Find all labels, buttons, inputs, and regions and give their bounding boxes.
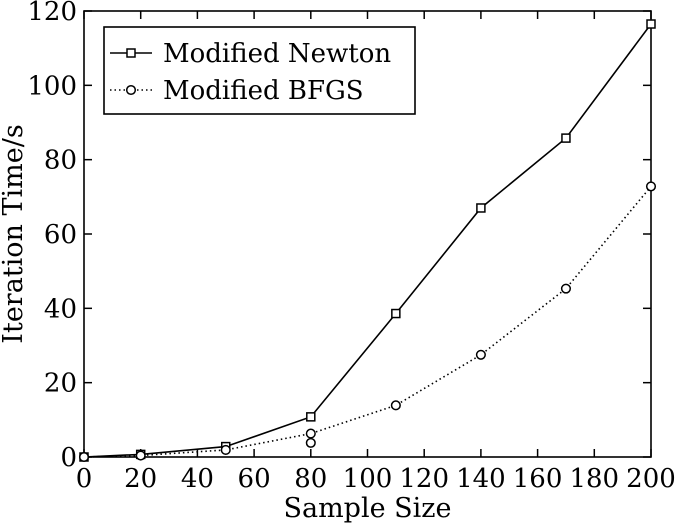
x-tick-label: 160 bbox=[513, 464, 563, 494]
data-point-modified-bfgs bbox=[560, 283, 572, 294]
data-point-modified-newton bbox=[306, 412, 316, 422]
data-point-modified-newton bbox=[646, 19, 656, 29]
legend-circle-marker-icon bbox=[125, 84, 137, 96]
data-point-modified-newton bbox=[561, 133, 571, 143]
data-point-modified-bfgs bbox=[220, 444, 231, 455]
y-axis-title: Iteration Time/s bbox=[0, 124, 29, 343]
data-point-modified-bfgs bbox=[390, 400, 401, 411]
x-tick-label: 0 bbox=[76, 464, 93, 494]
data-point-modified-bfgs bbox=[645, 181, 657, 192]
legend-box bbox=[103, 26, 416, 115]
data-point-modified-newton bbox=[476, 203, 486, 213]
y-tick-label: 120 bbox=[27, 0, 77, 27]
legend-label-modified-newton: Modified Newton bbox=[163, 39, 391, 69]
x-tick-label: 80 bbox=[294, 464, 327, 494]
data-point-modified-bfgs bbox=[135, 450, 146, 461]
x-tick-label: 200 bbox=[626, 464, 675, 494]
x-tick-label: 120 bbox=[399, 464, 449, 494]
y-tick-label: 60 bbox=[44, 220, 77, 250]
x-tick-label: 100 bbox=[343, 464, 393, 494]
axis-ticks: 0 20 40 60 80 100 120 140 160 180 2000204060801001… bbox=[27, 0, 675, 494]
legend: Modified Newton Modified BFGS bbox=[103, 26, 416, 115]
y-tick-label: 40 bbox=[44, 294, 77, 324]
y-tick-label: 100 bbox=[27, 71, 77, 101]
data-point-modified-bfgs bbox=[305, 437, 316, 448]
x-axis-title: Sample Size bbox=[283, 493, 451, 524]
data-point-modified-bfgs bbox=[475, 349, 486, 360]
series-line-modified-newton bbox=[83, 23, 652, 458]
x-tick-label: 180 bbox=[569, 464, 619, 494]
x-tick-label: 140 bbox=[456, 464, 506, 494]
series-lines bbox=[83, 23, 652, 458]
y-tick-label: 80 bbox=[44, 146, 77, 176]
x-tick-label: 20 bbox=[124, 464, 157, 494]
y-tick-label: 20 bbox=[44, 369, 77, 399]
data-point-modified-bfgs bbox=[305, 428, 316, 439]
series-markers bbox=[78, 19, 657, 463]
legend-square-marker-icon bbox=[126, 48, 136, 58]
data-point-modified-newton bbox=[391, 308, 401, 319]
x-tick-label: 60 bbox=[238, 464, 271, 494]
data-point-modified-bfgs bbox=[78, 451, 90, 463]
x-tick-label: 40 bbox=[181, 464, 214, 494]
legend-label-modified-bfgs: Modified BFGS bbox=[163, 76, 364, 106]
y-tick-label: 0 bbox=[60, 443, 77, 473]
